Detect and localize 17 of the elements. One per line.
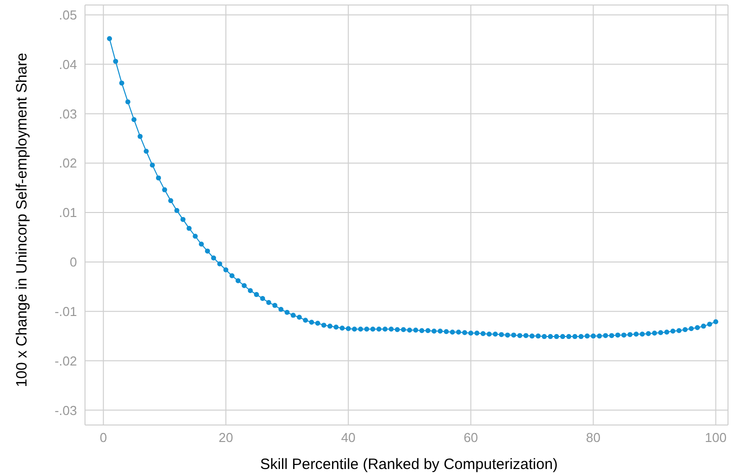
- y-tick-label: .03: [58, 106, 77, 122]
- y-tick-label: -.03: [54, 402, 77, 418]
- y-tick-label: .05: [58, 7, 77, 22]
- x-tick-label: 40: [341, 430, 356, 446]
- x-tick-label: 80: [586, 430, 601, 446]
- y-tick-label: -.01: [54, 304, 77, 319]
- x-tick-label: 100: [704, 430, 727, 446]
- y-axis-title: 100 x Change in Unincorp Self-employment Share: [14, 52, 30, 388]
- y-tick-label: .02: [58, 156, 77, 171]
- y-tick-label: .01: [58, 205, 77, 220]
- x-tick-label: 0: [100, 430, 107, 446]
- x-axis-title: Skill Percentile (Ranked by Computerization): [259, 456, 559, 473]
- x-tick-label: 60: [464, 430, 478, 446]
- y-tick-label: -.02: [54, 353, 77, 368]
- x-tick-label: 20: [218, 430, 234, 446]
- y-tick-label: 0: [70, 254, 77, 270]
- y-tick-label: .04: [58, 56, 77, 72]
